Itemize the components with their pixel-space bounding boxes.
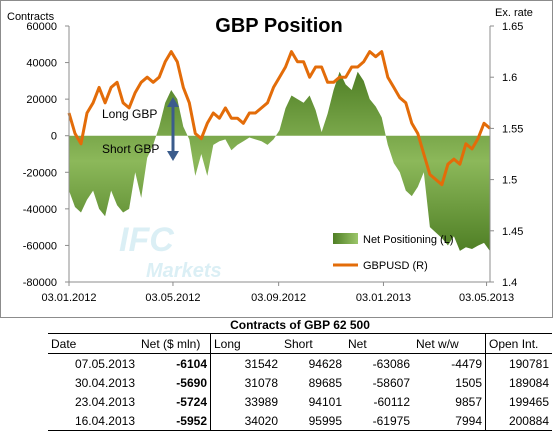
cell-short: 89685 — [308, 375, 342, 390]
left-tick-label: -80000 — [23, 277, 57, 289]
chart-frame: IFC Markets -80000 -60000 -40000 -20000 0 200… — [0, 0, 553, 318]
cell-date: 23.04.2013 — [74, 394, 135, 409]
left-axis-label: Contracts — [7, 11, 55, 23]
right-tick-label: 1.65 — [502, 21, 523, 33]
short-arrow-head — [167, 151, 179, 161]
cell-long: 33989 — [210, 392, 281, 411]
cell-net-mln: -5724 — [176, 394, 207, 409]
cell-net-mln: -5690 — [176, 375, 207, 390]
cell-net-mln: -6104 — [176, 356, 207, 371]
cell-long: 31078 — [210, 373, 281, 392]
cell-short: 95995 — [281, 411, 345, 431]
left-tick-label: 20000 — [26, 94, 57, 106]
table-header-row: Date Net ($ mln) Long Short Net Net w/w … — [48, 333, 552, 354]
long-arrow-head — [167, 97, 179, 107]
long-short-annotation: Long GBP Short GBP — [102, 97, 179, 161]
table-row: 23.04.2013 -5724 33989 94101 -60112 9857… — [48, 392, 552, 411]
positions-table-block: Contracts of GBP 62 500 Date Net ($ mln)… — [48, 318, 552, 431]
header-net-ww: Net w/w — [413, 333, 486, 354]
chart-svg: IFC Markets -80000 -60000 -40000 -20000 0 200… — [7, 7, 533, 304]
x-axis-ticks: 03.01.2012 03.05.2012 03.09.2012 03.01.2013… — [41, 282, 514, 304]
cell-open-int: 200884 — [485, 411, 552, 431]
right-tick-label: 1.5 — [502, 175, 517, 187]
positions-table: Date Net ($ mln) Long Short Net Net w/w … — [48, 333, 552, 431]
cell-date: 16.04.2013 — [48, 411, 138, 431]
left-tick-label: -20000 — [23, 167, 57, 179]
right-axis-ticks: 1.4 1.45 1.5 1.55 1.6 1.65 — [490, 21, 523, 289]
x-tick-label: 03.05.2013 — [459, 292, 514, 304]
left-tick-label: 60000 — [26, 21, 57, 33]
right-axis-label: Ex. rate — [495, 7, 533, 19]
cell-net: -63086 — [372, 356, 410, 371]
cell-date: 07.05.2013 — [74, 356, 135, 371]
cell-short: 94101 — [308, 394, 342, 409]
legend: Net Positioning (L) GBPUSD (R) — [333, 233, 454, 272]
x-tick-label: 03.09.2012 — [251, 292, 306, 304]
x-tick-label: 03.05.2012 — [145, 292, 200, 304]
x-tick-label: 03.01.2012 — [41, 292, 96, 304]
right-tick-label: 1.45 — [502, 226, 523, 238]
header-long: Long — [210, 333, 281, 354]
cell-net: -60112 — [373, 394, 410, 409]
watermark: IFC Markets — [119, 221, 222, 282]
cell-net: -58607 — [372, 375, 410, 390]
header-short: Short — [281, 333, 345, 354]
cell-open-int: 189084 — [485, 373, 552, 392]
right-tick-label: 1.4 — [502, 277, 517, 289]
cell-short: 94628 — [308, 356, 342, 371]
chart-title: GBP Position — [215, 15, 342, 37]
cell-net-ww: -4479 — [451, 356, 482, 371]
left-tick-label: -40000 — [23, 204, 57, 216]
table-row: 16.04.2013 -5952 34020 95995 -61975 7994… — [48, 411, 552, 431]
header-net-mln: Net ($ mln) — [138, 333, 211, 354]
short-gbp-label: Short GBP — [102, 142, 159, 156]
left-tick-label: 0 — [51, 131, 57, 143]
header-net: Net — [345, 333, 413, 354]
watermark-name: Markets — [146, 260, 222, 282]
cell-net-mln: -5952 — [138, 411, 211, 431]
cell-open-int: 190781 — [485, 353, 552, 373]
legend-swatch-net-positioning — [333, 233, 358, 244]
cell-net-ww: 9857 — [455, 394, 482, 409]
left-axis-ticks: -80000 -60000 -40000 -20000 0 20000 40000 60000 — [23, 21, 69, 289]
cell-long: 31542 — [210, 353, 281, 373]
watermark-logo: IFC — [119, 221, 174, 259]
header-open-int: Open Int. — [485, 333, 552, 354]
long-gbp-label: Long GBP — [102, 107, 157, 121]
cell-net-ww: 1505 — [455, 375, 482, 390]
table-title: Contracts of GBP 62 500 — [230, 318, 370, 332]
left-tick-label: 40000 — [26, 58, 57, 70]
legend-label-gbpusd: GBPUSD (R) — [363, 260, 428, 272]
header-date: Date — [48, 333, 138, 354]
right-tick-label: 1.55 — [502, 123, 523, 135]
gbpusd-line — [67, 50, 491, 187]
cell-net: -61975 — [345, 411, 413, 431]
gbpusd-line-layer — [67, 50, 491, 187]
cell-net-ww: 7994 — [413, 411, 486, 431]
cell-open-int: 199465 — [485, 392, 552, 411]
cell-long: 34020 — [210, 411, 281, 431]
right-tick-label: 1.6 — [502, 72, 517, 84]
cell-date: 30.04.2013 — [74, 375, 135, 390]
table-row: 30.04.2013 -5690 31078 89685 -58607 1505… — [48, 373, 552, 392]
x-tick-label: 03.01.2013 — [356, 292, 411, 304]
left-tick-label: -60000 — [23, 240, 57, 252]
legend-label-net-positioning: Net Positioning (L) — [363, 234, 454, 246]
table-row: 07.05.2013 -6104 31542 94628 -63086 -447… — [48, 353, 552, 373]
